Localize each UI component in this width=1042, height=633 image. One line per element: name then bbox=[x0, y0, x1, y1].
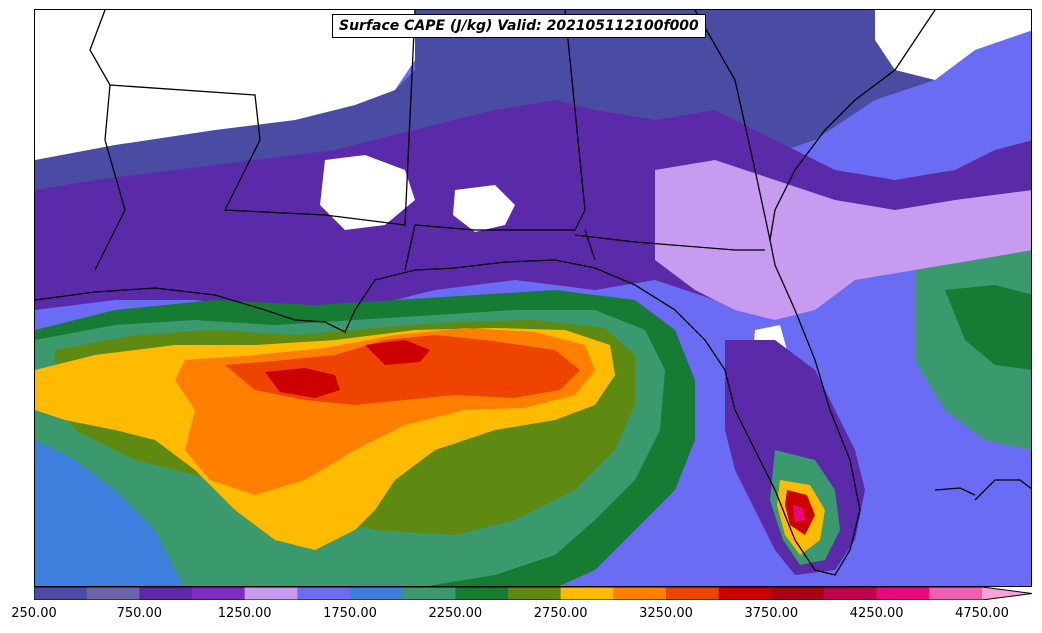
colorbar bbox=[34, 587, 1032, 600]
colorbar-tick-label: 1250.00 bbox=[217, 606, 272, 621]
colorbar-segment bbox=[139, 587, 193, 600]
colorbar-segment bbox=[350, 587, 404, 600]
map-title-box: Surface CAPE (J/kg) Valid: 202105112100f… bbox=[332, 14, 706, 38]
colorbar-segment bbox=[244, 587, 298, 600]
colorbar-tick-label: 2250.00 bbox=[428, 606, 483, 621]
state-border-lines bbox=[89, 10, 771, 271]
colorbar-tick-label: 4750.00 bbox=[955, 606, 1009, 621]
colorbar-segment bbox=[929, 587, 983, 600]
colorbar-tick-label: 2750.00 bbox=[533, 606, 588, 621]
colorbar-segment bbox=[876, 587, 930, 600]
cape-fill-atlantic-darkgreen bbox=[945, 285, 1031, 370]
cape-fill-lavender bbox=[655, 160, 1031, 320]
colorbar-tick-label: 3250.00 bbox=[639, 606, 693, 621]
colorbar-segment bbox=[34, 587, 88, 600]
colorbar-segment bbox=[771, 587, 825, 600]
colorbar-segment bbox=[455, 587, 509, 600]
colorbar-tick-label: 750.00 bbox=[116, 606, 163, 621]
coastline-lines bbox=[35, 10, 1031, 576]
cape-fill-fl-pink bbox=[793, 505, 805, 522]
colorbar-segment bbox=[824, 587, 878, 600]
map-title: Surface CAPE (J/kg) Valid: 202105112100f… bbox=[339, 18, 699, 34]
colorbar-tick-label: 4250.00 bbox=[849, 606, 904, 621]
cape-fill-red-2 bbox=[365, 340, 430, 365]
cape-fill-white-patch-1 bbox=[320, 155, 415, 230]
cape-fill-red bbox=[265, 368, 340, 398]
colorbar-segment bbox=[192, 587, 246, 600]
colorbar-extend-max bbox=[982, 587, 1032, 600]
cape-fill-white-land bbox=[35, 10, 415, 160]
colorbar-segment bbox=[86, 587, 140, 600]
cape-fill-blue-west bbox=[35, 440, 184, 586]
colorbar-tick-label: 1750.00 bbox=[323, 606, 377, 621]
colorbar-segment bbox=[560, 587, 614, 600]
colorbar-tick-label: 250.00 bbox=[11, 606, 57, 621]
colorbar-segment bbox=[718, 587, 772, 600]
colorbar-tick-label: 3750.00 bbox=[744, 606, 799, 621]
colorbar-segment bbox=[297, 587, 351, 600]
cape-contour-map bbox=[35, 10, 1031, 586]
map-panel: Surface CAPE (J/kg) Valid: 202105112100f… bbox=[34, 9, 1032, 587]
cape-fill-white-southeast bbox=[875, 10, 1031, 80]
colorbar-segment bbox=[666, 587, 720, 600]
colorbar-segment bbox=[402, 587, 456, 600]
colorbar-segment bbox=[613, 587, 667, 600]
colorbar-segment bbox=[508, 587, 562, 600]
cape-fill-white-patch-2 bbox=[453, 185, 515, 232]
colorbar-outline bbox=[34, 587, 1032, 600]
